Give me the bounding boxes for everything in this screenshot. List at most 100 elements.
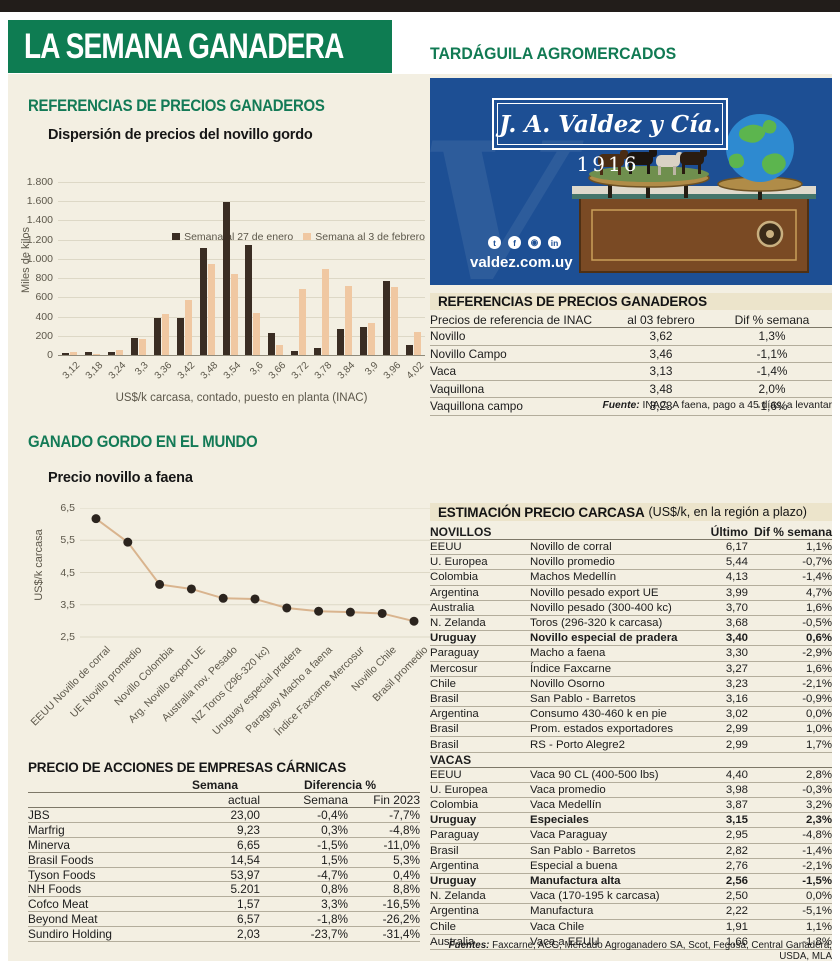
cell-detail: San Pablo - Barretos — [530, 692, 636, 705]
cell-last: 3,98 — [725, 783, 748, 796]
cell-country: Brasil — [430, 738, 459, 751]
table-row: Brasil San Pablo - Barretos 2,82 -1,4% — [430, 844, 832, 859]
cell-company: Tyson Foods — [28, 867, 96, 882]
bar-group — [150, 314, 173, 355]
cell-detail: Vaca Chile — [530, 920, 585, 933]
x-axis-tick: 3,96 — [381, 360, 404, 382]
bar-jan27 — [153, 317, 161, 355]
cell-value: 3,28 — [649, 399, 673, 414]
table-row: Uruguay Novillo especial de pradera 3,40 0,… — [430, 631, 832, 647]
cell-detail: Especial a buena — [530, 859, 618, 872]
y-axis-tick: 800 — [35, 272, 53, 285]
carcass-table-title-band: ESTIMACIÓN PRECIO CARCASA (US$/k, en la … — [430, 503, 832, 521]
table-row: Tyson Foods 53,97 -4,7% 0,4% — [28, 868, 420, 883]
cell-fin2023: -31,4% — [382, 927, 420, 942]
bar-group — [219, 202, 242, 355]
bar-chart-xlabel: US$/k carcasa, contado, puesto en planta… — [115, 392, 368, 404]
table-row: Uruguay Especiales 3,15 2,3% — [430, 813, 832, 829]
cell-country: Uruguay — [430, 814, 477, 827]
bar-jan27 — [268, 332, 276, 355]
cell-fin2023: 5,3% — [393, 852, 420, 867]
col-header-ultimo: Último — [710, 524, 748, 539]
cell-detail: Vaca promedio — [530, 783, 606, 796]
bar-jan27 — [130, 337, 138, 355]
col-header-dif: Dif % semana — [753, 524, 832, 539]
cell-dif: -1,1% — [756, 346, 788, 361]
cell-actual: 5.201 — [230, 882, 260, 897]
col-fin2023: Fin 2023 — [373, 793, 420, 807]
cell-dif: -1,4% — [802, 571, 832, 584]
x-axis-tick: 3,12 — [60, 360, 83, 382]
bar-group — [173, 299, 196, 355]
cell-actual: 1,57 — [237, 897, 260, 912]
valdez-ad[interactable]: V — [430, 78, 832, 285]
table-row: Mercosur Índice Faxcarne 3,27 1,6% — [430, 662, 832, 677]
cell-last: 2,50 — [725, 890, 748, 903]
bar-feb3 — [253, 312, 261, 355]
data-point — [377, 608, 387, 618]
cell-last: 6,17 — [725, 541, 748, 554]
cell-actual: 6,57 — [237, 912, 260, 927]
bar-feb3 — [299, 288, 307, 355]
bar-group — [402, 331, 425, 355]
instagram-icon[interactable]: ◉ — [528, 236, 541, 249]
cell-value: 3,48 — [649, 381, 673, 396]
bar-jan27 — [107, 352, 115, 355]
cell-country: Argentina — [430, 859, 479, 872]
cell-country: Uruguay — [430, 875, 477, 888]
cell-last: 2,82 — [725, 844, 748, 857]
x-axis-tick: 3,42 — [175, 360, 197, 382]
table-row: Paraguay Vaca Paraguay 2,95 -4,8% — [430, 828, 832, 844]
data-point — [314, 606, 324, 616]
gridline — [58, 316, 425, 318]
scale-illustration — [572, 114, 816, 273]
y-axis-tick: 1.200 — [26, 233, 53, 246]
cell-detail: RS - Porto Alegre2 — [530, 738, 625, 751]
cell-detail: Novillo promedio — [530, 556, 615, 569]
bar-chart-plot: 0 200 400 600 800 1.000 1.200 1.400 1.600 1.800 — [27, 176, 425, 361]
bar-jan27 — [199, 248, 207, 355]
col-header: Precios de referencia de INAC — [430, 312, 593, 327]
ad-year: 1916 — [576, 152, 640, 176]
data-point — [250, 594, 260, 604]
cell-detail: Vaca Paraguay — [530, 829, 608, 842]
cell-dif: -4,8% — [802, 829, 832, 842]
x-axis-tick: 3,72 — [290, 360, 312, 382]
cell-country: U. Europea — [430, 783, 488, 796]
cell-actual: 53,97 — [230, 867, 260, 882]
cell-detail: Prom. estados exportadores — [530, 723, 674, 736]
cell-dif: -0,5% — [802, 617, 832, 630]
col-actual: actual — [227, 793, 260, 807]
ad-website-link[interactable]: valdez.com.uy — [470, 254, 573, 271]
twitter-icon[interactable]: t — [488, 236, 501, 249]
col-group-semana: Semana — [191, 778, 239, 792]
table-row: Vaquillona campo 3,28 -1,6% — [430, 398, 832, 416]
ad-watermark: V — [430, 101, 568, 286]
cell-dif: -2,1% — [802, 859, 832, 872]
bar-chart-title: Dispersión de precios del novillo gordo — [48, 127, 313, 143]
cell-last: 3,02 — [725, 708, 748, 721]
gridline — [58, 335, 425, 337]
linkedin-icon[interactable]: in — [548, 236, 561, 249]
cell-fin2023: -11,0% — [383, 837, 420, 852]
cell-actual: 9,23 — [237, 822, 260, 837]
cell-dif: 1,0% — [806, 723, 832, 736]
gridline — [58, 258, 425, 260]
cell-dif: -2,9% — [802, 647, 832, 660]
table-row: N. Zelanda Toros (296-320 k carcasa) 3,68 -… — [430, 616, 832, 632]
cell-detail: Consumo 430-460 k en pie — [530, 708, 667, 721]
cell-company: Minerva — [28, 837, 70, 852]
facebook-icon[interactable]: f — [508, 236, 521, 249]
gridline — [58, 182, 425, 183]
cell-country: Brasil — [430, 723, 459, 736]
cell-last: 3,68 — [725, 617, 748, 630]
x-axis-tick: 3,9 — [362, 360, 381, 378]
y-axis-tick: 3,5 — [60, 598, 75, 611]
data-point — [218, 593, 228, 603]
cell-last: 1,66 — [725, 935, 748, 948]
sub-header-row: actual Semana Fin 2023 — [28, 793, 420, 808]
cell-detail: Novillo especial de pradera — [530, 632, 678, 645]
cell-country: N. Zelanda — [430, 617, 486, 630]
bar-jan27 — [84, 352, 92, 355]
line-chart-ylabel: US$/k carcasa — [33, 529, 45, 601]
